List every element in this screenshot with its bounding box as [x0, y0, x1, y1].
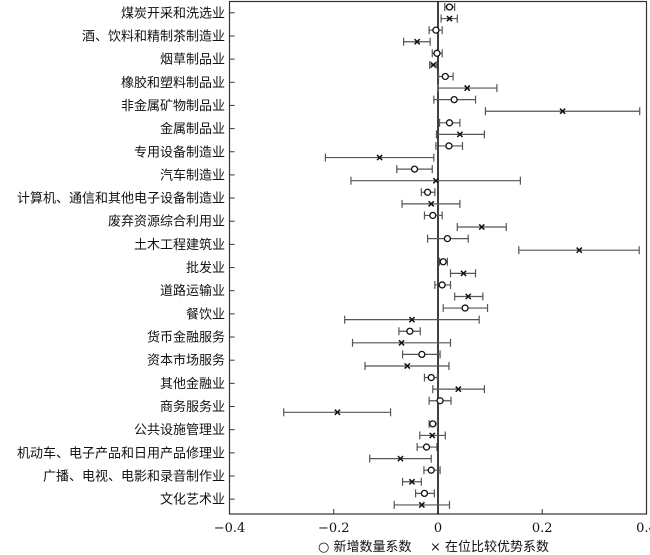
new-count-point — [445, 119, 454, 127]
x-tick-label: −0.2 — [318, 521, 350, 536]
category-label: 货币金融服务 — [147, 330, 225, 346]
new-count-point — [432, 26, 440, 34]
new-count-point — [427, 373, 435, 382]
x-marker-stroke — [432, 177, 440, 184]
incumbent-advantage-point — [428, 200, 435, 207]
x-marker-stroke — [414, 38, 421, 45]
category-label: 烟草制品业 — [160, 53, 225, 68]
incumbent-advantage-point — [334, 409, 341, 416]
incumbent-advantage-point — [418, 501, 425, 509]
x-marker-stroke — [398, 339, 405, 346]
x-marker-stroke — [455, 386, 462, 393]
category-label: 专用设备制造业 — [134, 144, 225, 160]
incumbent-advantage-point — [404, 362, 411, 370]
category-label: 非金属矿物制品业 — [121, 98, 225, 114]
new-count-point — [418, 350, 426, 359]
x-marker-stroke — [428, 200, 435, 207]
incumbent-advantage-point — [465, 293, 472, 300]
new-count-point — [450, 95, 458, 104]
x-tick-label: −0.4 — [214, 521, 246, 536]
x-marker-stroke — [446, 15, 453, 22]
x-marker-stroke — [397, 455, 404, 462]
new-count-point — [436, 397, 444, 405]
x-tick-label: 0.4 — [636, 521, 650, 536]
incumbent-advantage-point — [376, 154, 383, 161]
new-count-point — [445, 142, 453, 150]
x-marker-stroke — [408, 316, 416, 323]
category-label: 土木工程建筑业 — [134, 237, 225, 253]
new-count-point — [441, 72, 449, 81]
new-count-point — [420, 489, 429, 498]
new-count-point — [439, 258, 447, 266]
x-marker-stroke — [376, 154, 383, 161]
x-marker-stroke — [429, 432, 436, 439]
category-label: 道路运输业 — [160, 283, 225, 299]
incumbent-advantage-point — [408, 316, 416, 323]
legend-item-new-count: ○ 新增数量系数 — [318, 539, 411, 555]
category-label: 酒、饮料和精制茶制造业 — [82, 28, 225, 44]
legend: ○ 新增数量系数 × 在位比较优势系数 — [318, 539, 549, 555]
x-marker-stroke — [404, 362, 411, 370]
category-label: 文化艺术业 — [160, 493, 225, 508]
x-marker-stroke — [430, 61, 437, 69]
category-label: 废弃资源综合利用业 — [108, 214, 225, 230]
x-marker-stroke — [576, 247, 583, 254]
category-label: 计算机、通信和其他电子设备制造业 — [17, 191, 225, 207]
incumbent-advantage-point — [397, 455, 404, 462]
incumbent-advantage-point — [478, 223, 485, 231]
incumbent-advantage-point — [455, 386, 462, 393]
category-label: 汽车制造业 — [160, 167, 225, 183]
new-count-point — [445, 3, 454, 11]
incumbent-advantage-point — [432, 177, 440, 184]
category-label: 商务服务业 — [160, 399, 225, 415]
legend-item-incumbent-advantage: × 在位比较优势系数 — [430, 539, 549, 555]
incumbent-advantage-point — [446, 15, 453, 22]
category-label: 金属制品业 — [160, 121, 225, 137]
x-marker-stroke — [464, 84, 471, 92]
category-label: 机动车、电子产品和日用产品修理业 — [17, 445, 225, 461]
x-marker-stroke — [478, 223, 485, 231]
incumbent-advantage-point — [414, 38, 421, 45]
new-count-point — [423, 188, 432, 196]
new-count-point — [438, 281, 446, 289]
new-count-point — [422, 443, 431, 451]
new-count-point — [461, 304, 469, 312]
new-count-point — [427, 466, 435, 474]
category-label: 其他金融业 — [160, 376, 225, 392]
incumbent-advantage-point — [559, 108, 566, 115]
category-label: 资本市场服务 — [147, 353, 225, 369]
new-count-point — [410, 165, 419, 173]
x-marker-stroke — [408, 478, 416, 485]
category-label: 公共设施管理业 — [134, 423, 225, 438]
incumbent-advantage-point — [430, 61, 437, 69]
category-label: 广播、电视、电影和录音制作业 — [43, 468, 225, 484]
category-label: 餐饮业 — [186, 306, 225, 322]
new-count-point — [443, 234, 452, 243]
incumbent-advantage-point — [460, 270, 467, 277]
x-marker-stroke — [456, 131, 464, 138]
x-marker-stroke — [418, 501, 425, 509]
incumbent-advantage-point — [576, 247, 583, 254]
x-tick-label: 0 — [434, 521, 442, 536]
x-marker-stroke — [334, 409, 341, 416]
new-count-point — [429, 211, 437, 220]
incumbent-advantage-point — [464, 84, 471, 92]
new-count-point — [429, 420, 437, 428]
category-label: 煤炭开采和洗选业 — [121, 6, 225, 21]
x-marker-stroke — [465, 293, 472, 300]
x-marker-stroke — [460, 270, 467, 277]
incumbent-advantage-point — [456, 131, 464, 138]
incumbent-advantage-point — [429, 432, 436, 439]
incumbent-advantage-point — [398, 339, 405, 346]
new-count-point — [406, 327, 414, 335]
incumbent-advantage-point — [408, 478, 416, 485]
x-tick-label: 0.2 — [532, 521, 553, 536]
category-label: 批发业 — [186, 260, 225, 276]
new-count-point — [433, 49, 441, 57]
category-label: 橡胶和塑料制品业 — [121, 75, 225, 91]
x-marker-stroke — [559, 108, 566, 115]
